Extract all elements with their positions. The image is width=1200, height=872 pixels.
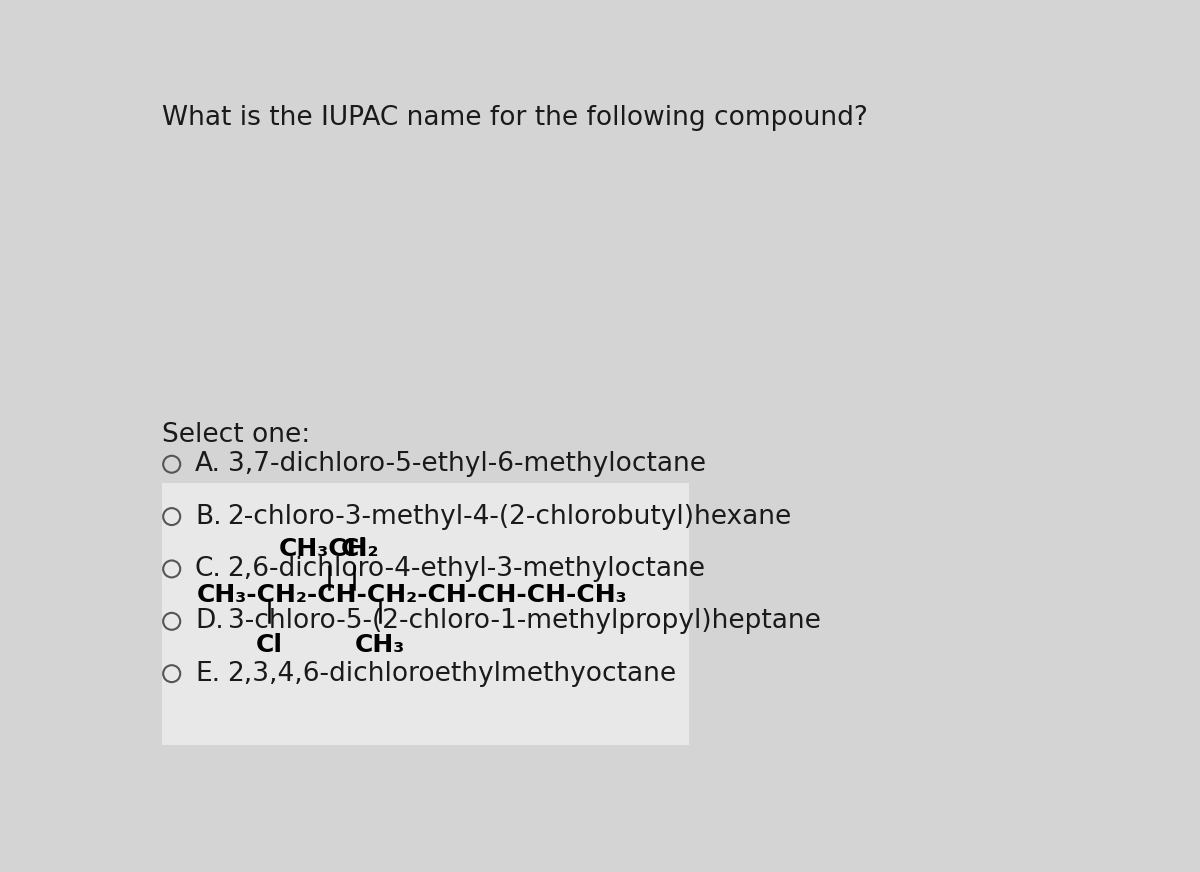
Text: B.: B. (194, 504, 222, 529)
Text: A.: A. (194, 451, 221, 477)
Text: D.: D. (194, 609, 223, 634)
Text: 2-chloro-3-methyl-4-(2-chlorobutyl)hexane: 2-chloro-3-methyl-4-(2-chlorobutyl)hexan… (228, 504, 792, 529)
Text: E.: E. (194, 661, 220, 686)
Text: 2,6-dichloro-4-ethyl-3-methyloctane: 2,6-dichloro-4-ethyl-3-methyloctane (228, 556, 706, 582)
Text: CH₃: CH₃ (355, 633, 404, 657)
Text: CH₃-CH₂-CH-CH₂-CH-CH-CH-CH₃: CH₃-CH₂-CH-CH₂-CH-CH-CH-CH₃ (197, 583, 628, 607)
Text: Cl: Cl (341, 537, 367, 562)
Text: What is the IUPAC name for the following compound?: What is the IUPAC name for the following… (162, 105, 868, 131)
Text: 3,7-dichloro-5-ethyl-6-methyloctane: 3,7-dichloro-5-ethyl-6-methyloctane (228, 451, 706, 477)
Text: CH₃CH₂: CH₃CH₂ (278, 537, 379, 562)
Text: 2,3,4,6-dichloroethylmethyoctane: 2,3,4,6-dichloroethylmethyoctane (228, 661, 677, 686)
Text: Cl: Cl (256, 633, 282, 657)
Text: C.: C. (194, 556, 222, 582)
Text: Select one:: Select one: (162, 422, 310, 448)
FancyBboxPatch shape (162, 483, 689, 746)
Text: 3-chloro-5-(2-chloro-1-methylpropyl)heptane: 3-chloro-5-(2-chloro-1-methylpropyl)hept… (228, 609, 821, 634)
